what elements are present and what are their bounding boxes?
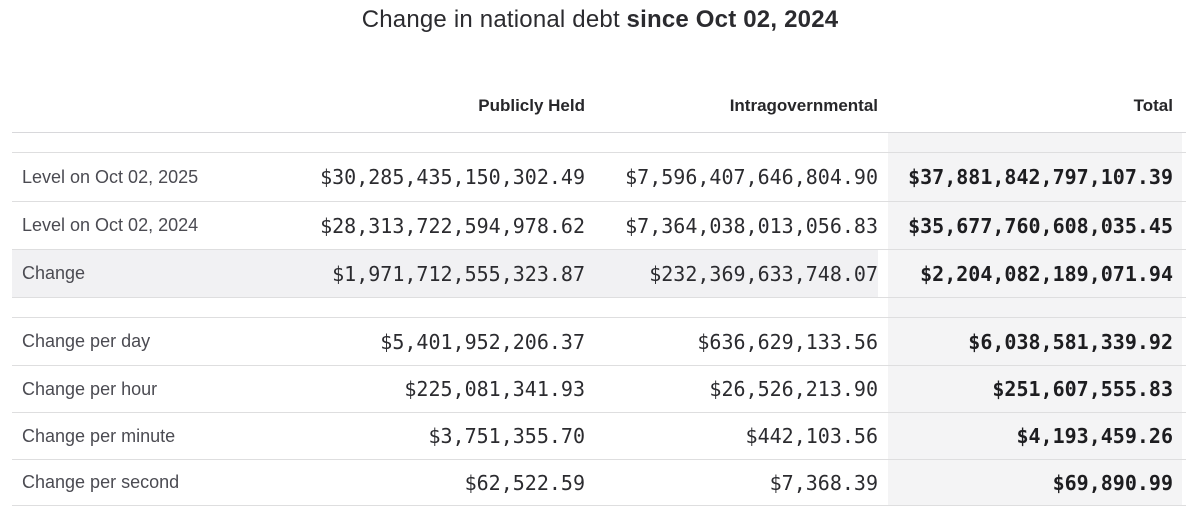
intragovernmental-value: $442,103.56 [745, 424, 878, 448]
publicly-held-value: $30,285,435,150,302.49 [320, 165, 585, 189]
row-label: Level on Oct 02, 2025 [22, 166, 199, 187]
table-section-levels: Level on Oct 02, 2025 $30,285,435,150,30… [12, 132, 1186, 297]
row-label: Change per second [22, 472, 180, 492]
total-value: $6,038,581,339.92 [888, 318, 1182, 365]
row-label: Change per hour [22, 378, 158, 399]
publicly-held-value: $225,081,341.93 [404, 377, 585, 401]
total-column-band [888, 298, 1182, 317]
intragovernmental-value: $26,526,213.90 [709, 377, 878, 401]
row-label: Change per minute [22, 425, 176, 446]
header-spacer-cell [12, 80, 302, 132]
intragovernmental-value: $7,368.39 [769, 470, 878, 495]
column-gutter [878, 80, 888, 132]
intragovernmental-value: $636,629,133.56 [697, 329, 878, 354]
column-gutter [878, 133, 888, 152]
column-gutter [878, 153, 888, 201]
column-gutter [878, 318, 888, 365]
intragovernmental-value: $7,364,038,013,056.83 [625, 213, 878, 238]
debt-table: Publicly Held Intragovernmental Total Le… [12, 80, 1186, 506]
table-row-change: Change $1,971,712,555,323.87 $232,369,63… [12, 249, 1186, 297]
total-value: $251,607,555.83 [888, 366, 1182, 412]
total-value: $35,677,760,608,035.45 [888, 202, 1182, 249]
title-emphasis: since Oct 02, 2024 [626, 6, 839, 33]
page-title: Change in national debt since Oct 02, 202… [0, 0, 1200, 34]
column-gutter [878, 202, 888, 249]
publicly-held-value: $3,751,355.70 [428, 424, 585, 448]
row-label: Change per day [22, 331, 151, 351]
col-header-publicly-held: Publicly Held [478, 96, 585, 115]
publicly-held-value: $5,401,952,206.37 [380, 329, 585, 354]
total-value: $37,881,842,797,107.39 [888, 153, 1182, 201]
column-gutter [878, 460, 888, 505]
column-gutter [878, 413, 888, 459]
table-section-rates: Change per day $5,401,952,206.37 $636,62… [12, 297, 1186, 506]
table-row-level-2025: Level on Oct 02, 2025 $30,285,435,150,30… [12, 153, 1186, 201]
spacer-row [12, 132, 1186, 153]
table-row-level-2024: Level on Oct 02, 2024 $28,313,722,594,97… [12, 201, 1186, 249]
national-debt-panel: Change in national debt since Oct 02, 202… [0, 0, 1200, 506]
column-gutter [878, 366, 888, 412]
total-value: $2,204,082,189,071.94 [888, 250, 1182, 297]
publicly-held-value: $62,522.59 [464, 470, 585, 495]
table-header-row: Publicly Held Intragovernmental Total [12, 80, 1186, 132]
intragovernmental-value: $7,596,407,646,804.90 [625, 165, 878, 189]
column-gutter [878, 250, 888, 297]
intragovernmental-value: $232,369,633,748.07 [585, 250, 878, 297]
table-row-change-per-day: Change per day $5,401,952,206.37 $636,62… [12, 318, 1186, 365]
col-header-intragovernmental: Intragovernmental [729, 96, 878, 115]
title-prefix: Change in national debt [361, 6, 620, 33]
total-value: $4,193,459.26 [888, 413, 1182, 459]
total-value: $69,890.99 [888, 460, 1182, 505]
publicly-held-value: $1,971,712,555,323.87 [302, 250, 585, 297]
table-row-change-per-hour: Change per hour $225,081,341.93 $26,526,… [12, 365, 1186, 412]
publicly-held-value: $28,313,722,594,978.62 [320, 213, 585, 238]
table-row-change-per-minute: Change per minute $3,751,355.70 $442,103… [12, 412, 1186, 459]
col-header-total: Total [1133, 96, 1173, 115]
row-label: Change [12, 250, 302, 297]
column-gutter [878, 298, 888, 317]
spacer-row [12, 297, 1186, 318]
total-column-band [888, 133, 1182, 152]
table-row-change-per-second: Change per second $62,522.59 $7,368.39 $… [12, 459, 1186, 506]
row-label: Level on Oct 02, 2024 [22, 215, 199, 235]
